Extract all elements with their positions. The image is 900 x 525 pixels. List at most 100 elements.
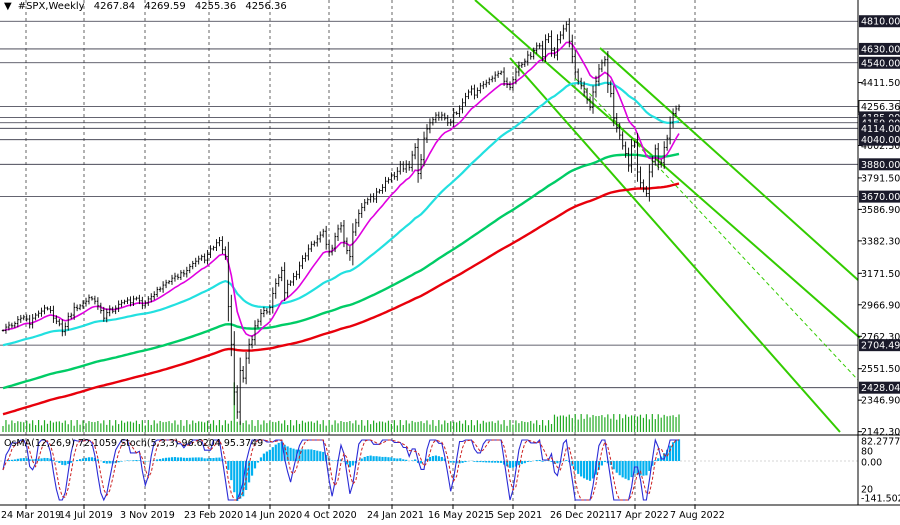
price-tag-box (859, 42, 900, 55)
osma-bar (339, 459, 343, 461)
osma-bar (10, 459, 13, 461)
osma-bar (215, 457, 218, 461)
price-tag-box (859, 158, 900, 171)
osma-bar (449, 461, 452, 463)
osma-bar (87, 457, 91, 461)
volume-bar (230, 420, 232, 432)
volume-bar (444, 420, 446, 432)
volume-bar (456, 422, 458, 432)
osma-bar (378, 456, 381, 461)
osma-bar (247, 461, 251, 483)
volume-bar (206, 420, 209, 432)
volume-bar (331, 424, 333, 432)
osma-bar (31, 459, 34, 461)
osma-bar (369, 455, 372, 461)
price-tick-label: 2762.30 (861, 332, 900, 343)
volume-bar (201, 421, 203, 432)
volume-bar (183, 425, 185, 432)
symbol-label: #SPX,Weekly (17, 1, 85, 12)
volume-bar (100, 423, 102, 432)
osma-bar (28, 459, 31, 461)
low-value: 4255.36 (194, 1, 237, 12)
volume-bar (11, 420, 13, 432)
volume-bar (109, 420, 111, 432)
osma-bar (153, 460, 156, 461)
price-tag-label: 4540.00 (861, 58, 900, 69)
osma-bar (167, 457, 171, 461)
osma-bar (70, 461, 73, 463)
volume-bar (189, 424, 191, 432)
indicator-header-label: OsMA(12,26,9) 72.1059 Stoch(5,3,3) 96.62… (4, 438, 263, 449)
osma-bar (319, 451, 322, 461)
collapse-arrow-icon[interactable]: ▼ (4, 1, 12, 12)
volume-bar (287, 425, 289, 432)
volume-bar (204, 422, 206, 432)
volume-bar (500, 424, 502, 432)
osma-bar (384, 456, 387, 461)
volume-bar (64, 420, 66, 432)
volume-bar (112, 425, 114, 432)
osma-bar (132, 460, 135, 461)
volume-bar (171, 423, 173, 432)
volume-bar (429, 424, 431, 432)
osma-bar (618, 461, 621, 476)
osma-bar (517, 461, 520, 466)
ema-200-line (2, 182, 680, 416)
price-tag-box (859, 381, 900, 394)
volume-bar (17, 421, 19, 432)
volume-bar (242, 422, 244, 432)
volume-bar (387, 420, 390, 432)
volume-bar (192, 420, 194, 432)
osma-bar (497, 461, 500, 463)
date-label: 7 Aug 2022 (670, 510, 725, 521)
volume-bar (126, 421, 129, 432)
volume-bar (494, 422, 496, 432)
osma-bar (76, 459, 79, 461)
osma-bar (170, 457, 174, 461)
date-label: 4 Oct 2020 (304, 510, 357, 521)
volume-bar (642, 417, 645, 432)
osma-bar (259, 457, 263, 461)
volume-bar (358, 424, 360, 432)
date-label: 24 Mar 2019 (1, 510, 61, 521)
osma-bar (479, 461, 482, 463)
price-tag-label: 4810.00 (861, 17, 900, 28)
volume-bar (198, 421, 200, 432)
volume-bar (272, 421, 274, 432)
osma-bar (642, 461, 645, 476)
volume-bar (568, 414, 570, 432)
osma-bar (322, 451, 325, 461)
channel-upper-line (474, 0, 861, 339)
osma-bar (366, 456, 369, 461)
volume-bar (304, 422, 307, 432)
osma-bar (603, 461, 606, 463)
volume-bar (571, 418, 573, 432)
volume-bar (70, 420, 72, 432)
volume-bar (639, 414, 642, 432)
volume-bar (186, 420, 188, 432)
volume-bar (497, 420, 499, 432)
osma-bar (419, 461, 423, 464)
price-bars (1, 18, 681, 425)
volume-bar (85, 423, 87, 432)
volume-bar (52, 422, 55, 432)
osma-bar (268, 449, 271, 461)
volume-bar (402, 425, 404, 432)
volume-bar (212, 420, 215, 432)
volume-bar (625, 414, 627, 432)
osma-bar (176, 457, 180, 461)
osma-bar (677, 439, 681, 461)
volume-bar (669, 415, 671, 432)
volume-bar (91, 421, 93, 432)
price-tick-label: 3171.50 (861, 269, 900, 280)
volume-bar (435, 425, 437, 432)
osma-bar (624, 461, 627, 479)
close-value: 4256.36 (245, 1, 287, 12)
osma-bar (615, 461, 618, 473)
volume-bar (355, 420, 357, 432)
horizontal-levels (0, 20, 858, 389)
osma-bar (58, 461, 61, 464)
volume-bar (248, 424, 250, 432)
volume-bar (97, 420, 99, 432)
